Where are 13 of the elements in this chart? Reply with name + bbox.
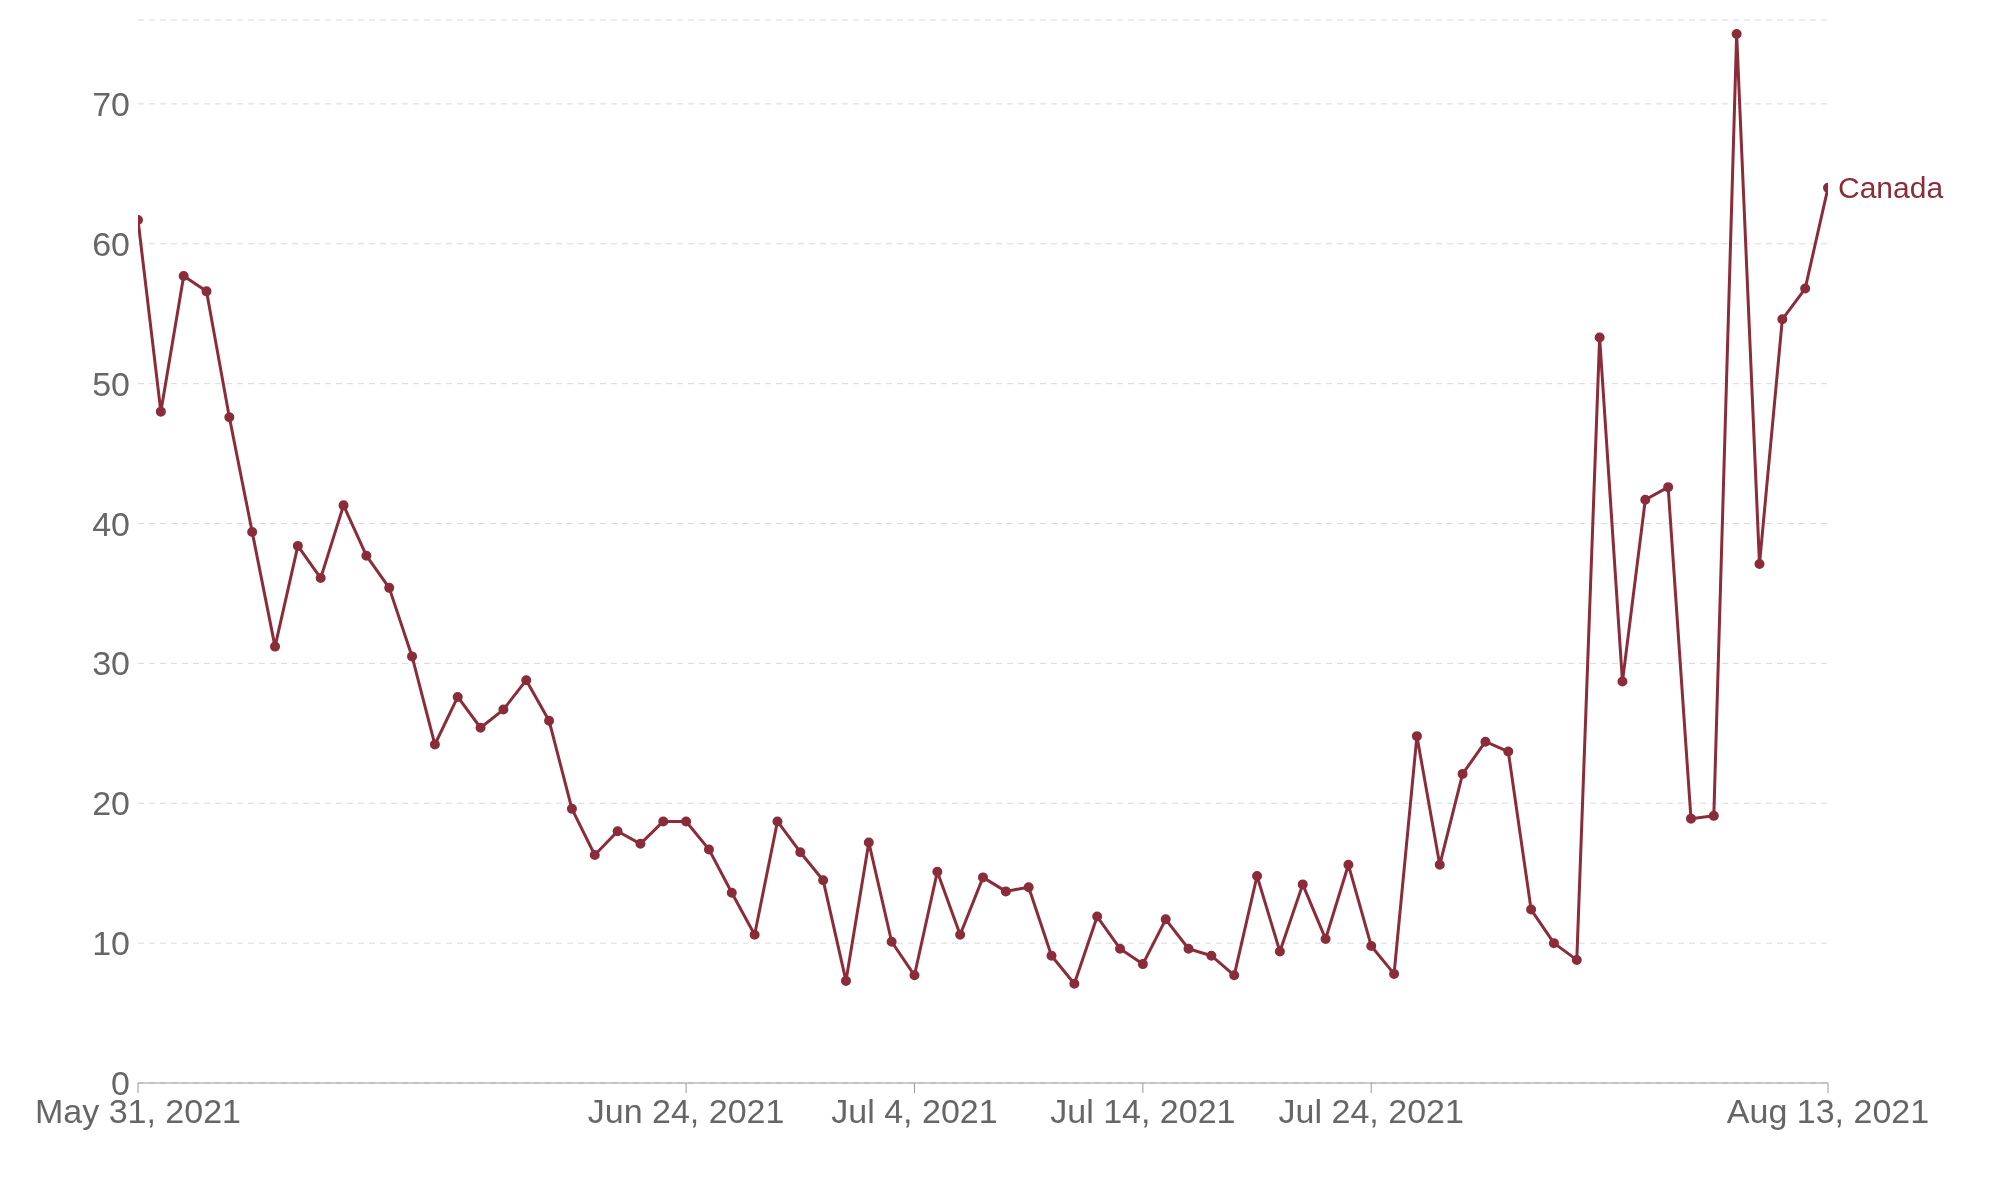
- y-tick-label: 40: [92, 504, 130, 543]
- y-tick-label: 50: [92, 364, 130, 403]
- y-tick-label: 60: [92, 224, 130, 263]
- x-tick-label: Jul 14, 2021: [1050, 1092, 1236, 1131]
- y-tick-label: 20: [92, 784, 130, 823]
- series-label: Canada: [1838, 170, 1944, 204]
- y-tick-label: 10: [92, 924, 130, 963]
- x-tick-label: Jul 4, 2021: [831, 1092, 998, 1131]
- x-tick-label: Aug 13, 2021: [1726, 1092, 1930, 1131]
- y-tick-label: 30: [92, 644, 130, 683]
- x-tick-label: Jul 24, 2021: [1278, 1092, 1464, 1131]
- x-tick-label: Jun 24, 2021: [587, 1092, 785, 1131]
- y-tick-label: 70: [92, 84, 130, 123]
